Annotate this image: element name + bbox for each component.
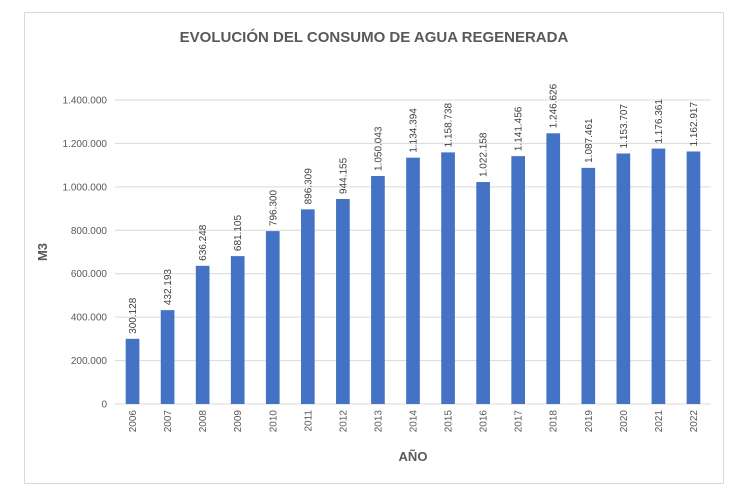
data-label-2020: 1.153.707: [619, 104, 630, 149]
data-label-2011: 896.309: [303, 168, 314, 205]
bar-chart: 0 200.000 400.000 600.000 800.000 1.000.000 1.…: [35, 83, 711, 464]
x-tick-label-2012: 2012: [338, 410, 349, 433]
x-tick-label-2013: 2013: [373, 410, 384, 433]
data-label-2007: 432.193: [163, 269, 174, 306]
chart-title: EVOLUCIÓN DEL CONSUMO DE AGUA REGENERADA: [179, 29, 569, 46]
data-label-2014: 1.134.394: [409, 108, 420, 153]
bar-2014: [406, 157, 420, 404]
x-tick-label-2014: 2014: [409, 410, 420, 433]
x-tick-label-2008: 2008: [198, 410, 209, 433]
x-tick-label-2017: 2017: [514, 410, 525, 433]
bar-2008: [195, 265, 210, 404]
x-tick-label-2009: 2009: [233, 410, 244, 433]
bar-2007: [160, 310, 175, 404]
data-label-2019: 1.087.461: [584, 118, 595, 163]
x-tick-label-2020: 2020: [619, 410, 630, 433]
data-label-2015: 1.158.738: [444, 102, 455, 147]
chart-frame: EVOLUCIÓN DEL CONSUMO DE AGUA REGENERADA…: [24, 12, 724, 484]
y-tick-label: 1.200.000: [63, 139, 108, 150]
data-label-2010: 796.300: [268, 190, 279, 227]
data-label-2012: 944.155: [338, 157, 349, 194]
data-label-2021: 1.176.361: [654, 99, 665, 144]
bar-2022: [686, 151, 701, 404]
bar-2020: [616, 153, 631, 404]
data-label-2008: 636.248: [198, 224, 209, 261]
data-label-2016: 1.022.158: [479, 132, 490, 177]
bar-2010: [265, 231, 280, 404]
data-label-2013: 1.050.043: [373, 126, 384, 171]
bar-2009: [230, 256, 245, 404]
data-label-2017: 1.141.456: [514, 106, 525, 151]
x-tick-label-2018: 2018: [549, 410, 560, 433]
bar-2011: [300, 209, 315, 404]
x-tick-label-2010: 2010: [268, 410, 279, 433]
y-tick-label: 600.000: [71, 269, 108, 280]
x-tick-label-2022: 2022: [689, 410, 700, 433]
bar-2016: [476, 182, 490, 404]
bar-2006: [125, 338, 140, 404]
data-label-2009: 681.105: [233, 215, 244, 252]
data-label-2006: 300.128: [128, 297, 139, 334]
bar-2012: [336, 198, 350, 404]
y-tick-label: 0: [101, 400, 107, 411]
bar-2013: [371, 175, 385, 404]
bar-2021: [651, 148, 666, 404]
y-tick-label: 200.000: [71, 356, 108, 367]
x-axis-title: AÑO: [399, 449, 428, 464]
bar-2017: [511, 156, 526, 404]
y-axis-ticks: 0 200.000 400.000 600.000 800.000 1.000.000 1.…: [63, 96, 108, 411]
x-tick-label-2015: 2015: [444, 410, 455, 433]
y-tick-label: 1.000.000: [63, 182, 108, 193]
x-tick-label-2016: 2016: [479, 410, 490, 433]
data-labels: 300.128 432.193 636.248 681.105 796.300 896.3…: [128, 83, 700, 333]
x-tick-label-2021: 2021: [654, 410, 665, 433]
bar-2018: [546, 133, 561, 404]
bars: [125, 133, 701, 404]
bar-2019: [581, 167, 596, 404]
x-tick-label-2019: 2019: [584, 410, 595, 433]
x-tick-label-2006: 2006: [128, 410, 139, 433]
x-axis-ticks: 2006 2007 2008 2009 2010 2011 2012 2013 2014 2015…: [128, 410, 700, 433]
y-tick-label: 400.000: [71, 313, 108, 324]
x-tick-label-2011: 2011: [303, 410, 314, 432]
y-tick-label: 1.400.000: [63, 96, 108, 107]
y-tick-label: 800.000: [71, 226, 108, 237]
data-label-2022: 1.162.917: [689, 102, 700, 147]
bar-2015: [441, 152, 455, 404]
x-tick-label-2007: 2007: [163, 410, 174, 433]
data-label-2018: 1.246.626: [549, 83, 560, 128]
y-axis-title: M3: [35, 243, 50, 261]
